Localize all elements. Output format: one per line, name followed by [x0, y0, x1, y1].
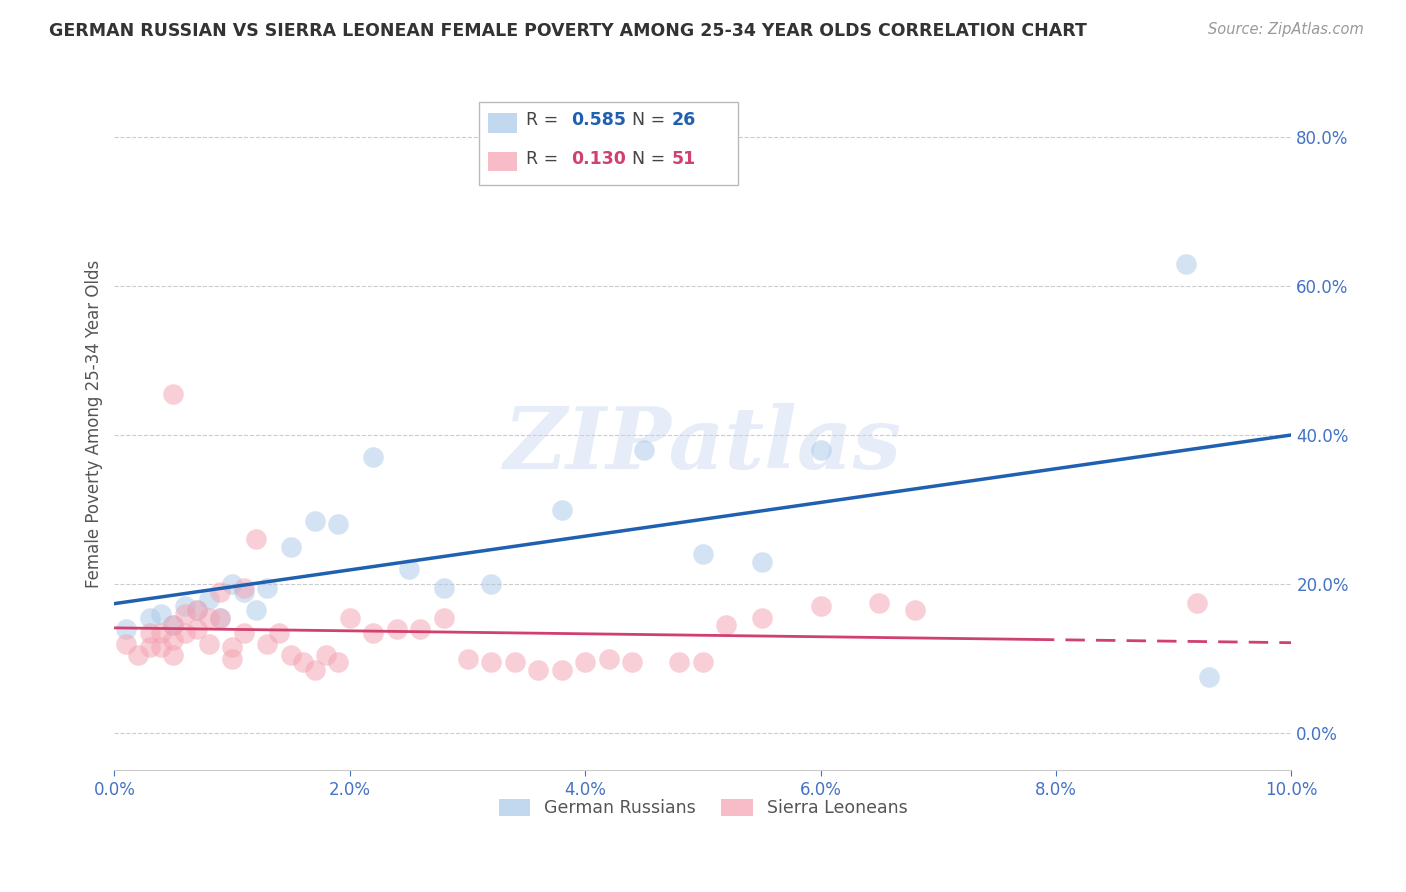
- Point: [186, 603, 208, 617]
- FancyBboxPatch shape: [488, 152, 517, 171]
- Text: ZIPatlas: ZIPatlas: [503, 403, 903, 486]
- Text: R =: R =: [526, 112, 564, 129]
- Point: [1187, 596, 1209, 610]
- Point: [127, 648, 149, 662]
- Point: [162, 618, 184, 632]
- Point: [527, 663, 550, 677]
- Text: Source: ZipAtlas.com: Source: ZipAtlas.com: [1208, 22, 1364, 37]
- Text: 0.585: 0.585: [571, 112, 626, 129]
- Point: [174, 599, 197, 614]
- Point: [232, 584, 254, 599]
- Point: [1174, 257, 1197, 271]
- Point: [869, 596, 891, 610]
- Text: 26: 26: [671, 112, 696, 129]
- Point: [621, 656, 644, 670]
- Point: [810, 442, 832, 457]
- Point: [339, 610, 361, 624]
- Point: [150, 640, 173, 655]
- Point: [304, 514, 326, 528]
- Point: [433, 581, 456, 595]
- Point: [197, 610, 219, 624]
- Point: [150, 625, 173, 640]
- Point: [162, 648, 184, 662]
- Point: [633, 442, 655, 457]
- Point: [256, 637, 278, 651]
- Point: [503, 656, 526, 670]
- Point: [197, 592, 219, 607]
- Point: [457, 651, 479, 665]
- Point: [162, 387, 184, 401]
- Point: [138, 610, 160, 624]
- Text: N =: N =: [620, 150, 671, 168]
- Point: [245, 533, 267, 547]
- Point: [363, 450, 385, 465]
- Point: [232, 625, 254, 640]
- Text: 0.130: 0.130: [571, 150, 626, 168]
- Text: GERMAN RUSSIAN VS SIERRA LEONEAN FEMALE POVERTY AMONG 25-34 YEAR OLDS CORRELATIO: GERMAN RUSSIAN VS SIERRA LEONEAN FEMALE …: [49, 22, 1087, 40]
- Point: [280, 648, 302, 662]
- Point: [162, 632, 184, 647]
- Point: [138, 640, 160, 655]
- Point: [209, 584, 232, 599]
- FancyBboxPatch shape: [479, 102, 738, 185]
- Point: [138, 625, 160, 640]
- Point: [186, 622, 208, 636]
- Point: [291, 656, 314, 670]
- Point: [221, 651, 243, 665]
- Point: [221, 640, 243, 655]
- Text: 51: 51: [671, 150, 696, 168]
- FancyBboxPatch shape: [488, 113, 517, 133]
- Y-axis label: Female Poverty Among 25-34 Year Olds: Female Poverty Among 25-34 Year Olds: [86, 260, 103, 588]
- Point: [433, 610, 456, 624]
- Point: [574, 656, 596, 670]
- Text: N =: N =: [620, 112, 671, 129]
- Point: [810, 599, 832, 614]
- Point: [692, 547, 714, 561]
- Point: [197, 637, 219, 651]
- Point: [751, 610, 773, 624]
- Point: [209, 610, 232, 624]
- Point: [479, 656, 502, 670]
- Point: [716, 618, 738, 632]
- Point: [598, 651, 620, 665]
- Point: [115, 622, 138, 636]
- Point: [315, 648, 337, 662]
- Point: [409, 622, 432, 636]
- Point: [550, 663, 572, 677]
- Text: R =: R =: [526, 150, 564, 168]
- Point: [479, 577, 502, 591]
- Point: [398, 562, 420, 576]
- Point: [256, 581, 278, 595]
- Point: [115, 637, 138, 651]
- Point: [269, 625, 291, 640]
- Point: [1198, 670, 1220, 684]
- Point: [304, 663, 326, 677]
- Legend: German Russians, Sierra Leoneans: German Russians, Sierra Leoneans: [492, 792, 914, 824]
- Point: [150, 607, 173, 621]
- Point: [385, 622, 408, 636]
- Point: [692, 656, 714, 670]
- Point: [326, 656, 349, 670]
- Point: [174, 625, 197, 640]
- Point: [363, 625, 385, 640]
- Point: [245, 603, 267, 617]
- Point: [280, 540, 302, 554]
- Point: [550, 502, 572, 516]
- Point: [326, 517, 349, 532]
- Point: [751, 555, 773, 569]
- Point: [209, 610, 232, 624]
- Point: [232, 581, 254, 595]
- Point: [162, 618, 184, 632]
- Point: [668, 656, 690, 670]
- Point: [904, 603, 927, 617]
- Point: [174, 607, 197, 621]
- Point: [221, 577, 243, 591]
- Point: [186, 603, 208, 617]
